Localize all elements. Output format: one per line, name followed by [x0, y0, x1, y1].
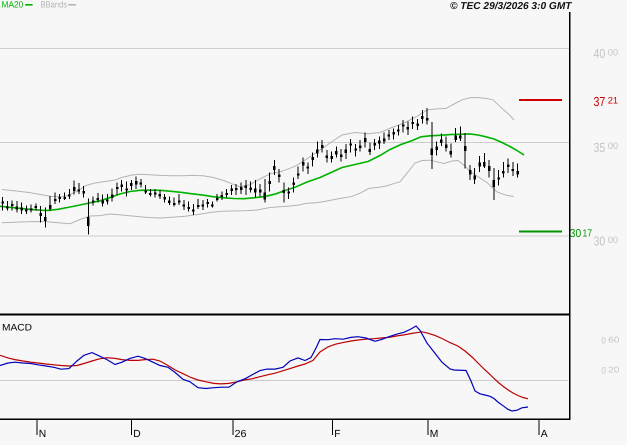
svg-text:D: D — [133, 429, 140, 440]
svg-text:© TEC 29/3/2026 3:0 GMT: © TEC 29/3/2026 3:0 GMT — [450, 1, 572, 12]
svg-text:00: 00 — [608, 46, 618, 57]
svg-text:BBands: BBands — [41, 0, 68, 10]
svg-text:35: 35 — [594, 140, 606, 155]
svg-text:20: 20 — [608, 364, 620, 374]
svg-text:00: 00 — [608, 140, 618, 151]
svg-text:0: 0 — [601, 365, 606, 376]
svg-text:26: 26 — [235, 429, 247, 440]
svg-text:60: 60 — [608, 334, 620, 344]
svg-text:21: 21 — [608, 95, 618, 106]
svg-text:MACD: MACD — [2, 323, 32, 334]
svg-text:30: 30 — [570, 227, 581, 240]
svg-text:F: F — [334, 429, 340, 440]
svg-text:MA20: MA20 — [2, 0, 24, 10]
svg-text:0: 0 — [601, 335, 606, 346]
svg-text:N: N — [39, 429, 46, 440]
svg-text:00: 00 — [608, 234, 618, 245]
svg-text:40: 40 — [594, 46, 606, 61]
svg-text:37: 37 — [594, 94, 606, 109]
svg-text:A: A — [541, 429, 548, 440]
svg-text:M: M — [430, 429, 439, 440]
svg-text:17: 17 — [583, 228, 593, 239]
svg-text:30: 30 — [594, 233, 606, 248]
